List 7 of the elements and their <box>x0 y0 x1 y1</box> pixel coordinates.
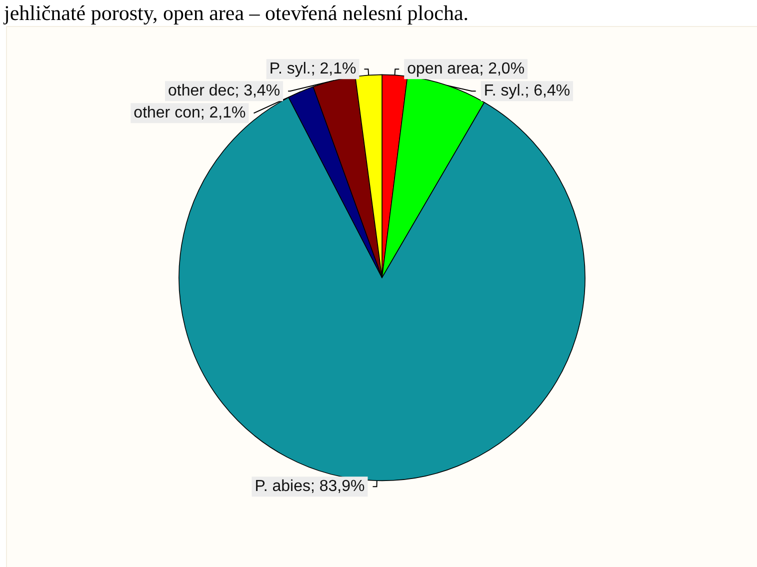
slice-label: other con; 2,1% <box>134 104 246 122</box>
slice-label: other dec; 3,4% <box>168 82 280 100</box>
text: jehličnaté porosty, open area – otevřená nelesní plocha. <box>4 0 469 26</box>
slice-label: F. syl.; 6,4% <box>484 82 570 100</box>
slice-label: P. abies; 83,9% <box>254 478 365 496</box>
slice-label: P. syl.; 2,1% <box>269 60 356 78</box>
slice-label: open area; 2,0% <box>407 60 525 78</box>
